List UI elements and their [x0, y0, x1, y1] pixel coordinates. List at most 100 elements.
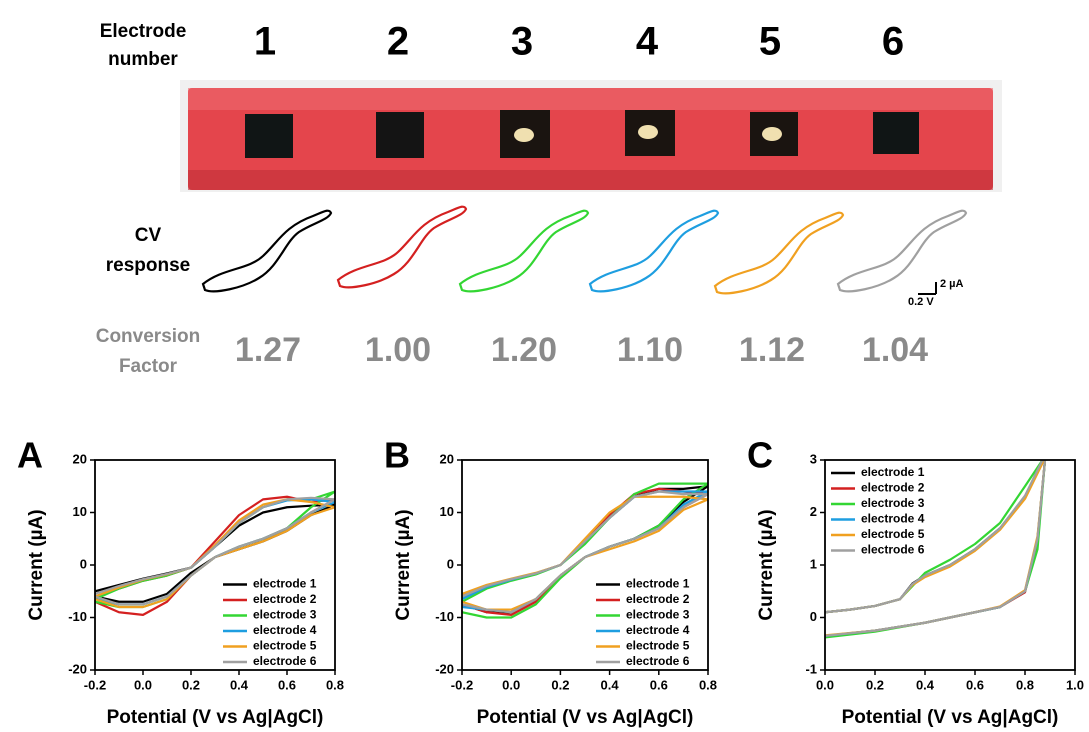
conversion-factor: 1.27: [235, 331, 301, 369]
cv-sketch: [336, 205, 468, 289]
scale-bar: [918, 282, 937, 295]
plot-frame: [461, 459, 709, 671]
y-tick-label: -20: [68, 661, 87, 676]
cv-sketch: [458, 209, 590, 293]
header-label: Electrode: [100, 21, 187, 42]
y-tick-label: 1: [810, 556, 817, 571]
y-axis-label: Current (µA): [756, 509, 777, 620]
y-tick-label: -20: [435, 661, 454, 676]
electrode-number: 4: [636, 20, 659, 64]
x-tick-label: 0.0: [502, 677, 520, 692]
y-tick-label: 3: [810, 451, 817, 466]
cv-label: response: [106, 255, 190, 276]
y-tick-label: 0: [810, 609, 817, 624]
x-tick-label: 0.2: [866, 677, 884, 692]
y-axis-label: Current (µA): [393, 509, 414, 620]
legend-label: electrode 4: [626, 623, 690, 637]
cv-sketch: [588, 209, 720, 293]
electrode-number: 1: [254, 20, 276, 64]
legend-label: electrode 2: [861, 481, 925, 495]
x-tick-label: 0.6: [650, 677, 668, 692]
conversion-label: Conversion: [96, 326, 201, 347]
electrode-number: 3: [511, 20, 533, 64]
y-tick-label: -10: [68, 609, 87, 624]
x-axis-label: Potential (V vs Ag|AgCl): [107, 707, 324, 728]
y-tick-label: 20: [73, 451, 87, 466]
x-tick-label: 0.8: [1016, 677, 1034, 692]
legend-label: electrode 4: [861, 512, 925, 526]
x-tick-label: 0.4: [230, 677, 249, 692]
plot-lines: [825, 460, 1047, 639]
header-label: number: [108, 49, 178, 70]
legend-label: electrode 2: [253, 592, 317, 606]
cv-sketch: [713, 211, 845, 295]
x-tick-label: -0.2: [84, 677, 106, 692]
legend-label: electrode 5: [253, 639, 317, 653]
legend-label: electrode 3: [861, 496, 925, 510]
legend-label: electrode 1: [626, 577, 690, 591]
scale-current: 2 µA: [940, 278, 964, 290]
x-tick-label: 1.0: [1066, 677, 1084, 692]
electrode-number: 5: [759, 20, 781, 64]
x-axis-label: Potential (V vs Ag|AgCl): [842, 707, 1059, 728]
electrode-number: 2: [387, 20, 409, 64]
x-tick-label: 0.4: [601, 677, 620, 692]
conversion-factor: 1.12: [739, 331, 805, 369]
cv-curve: [825, 460, 1047, 637]
plot-lines: [95, 490, 335, 616]
cv-sketch: [201, 209, 333, 293]
conversion-factor: 1.00: [365, 331, 431, 369]
y-tick-label: 2: [810, 504, 817, 519]
x-axis-label: Potential (V vs Ag|AgCl): [477, 707, 694, 728]
legend-label: electrode 6: [861, 543, 925, 557]
legend-label: electrode 3: [253, 608, 317, 622]
x-tick-label: 0.8: [326, 677, 344, 692]
plot-lines: [462, 482, 708, 619]
legend-label: electrode 6: [253, 654, 317, 668]
plot-frame: [94, 459, 336, 671]
y-tick-label: 0: [80, 556, 87, 571]
x-tick-label: 0.2: [182, 677, 200, 692]
legend-label: electrode 1: [861, 465, 925, 479]
legend-label: electrode 3: [626, 608, 690, 622]
y-tick-label: -1: [805, 661, 817, 676]
x-tick-label: -0.2: [451, 677, 473, 692]
x-tick-label: 0.4: [916, 677, 935, 692]
conversion-label: Factor: [119, 356, 178, 377]
electrode-number: 6: [882, 20, 904, 64]
y-axis-label: Current (µA): [26, 509, 47, 620]
y-tick-label: -10: [435, 609, 454, 624]
conversion-factor: 1.20: [491, 331, 557, 369]
cv-curve: [462, 490, 708, 614]
x-tick-label: 0.0: [816, 677, 834, 692]
x-tick-label: 0.0: [134, 677, 152, 692]
panel-letter: B: [384, 435, 410, 476]
x-tick-label: 0.6: [278, 677, 296, 692]
legend-label: electrode 4: [253, 623, 317, 637]
electrode-photo: [180, 80, 1002, 192]
cv-curve: [95, 496, 335, 606]
conversion-factor: 1.04: [862, 331, 928, 369]
y-tick-label: 10: [73, 504, 87, 519]
panel-letter: C: [747, 435, 773, 476]
plot-frame: [824, 459, 1076, 671]
legend-label: electrode 6: [626, 654, 690, 668]
panel-letter: A: [17, 435, 43, 476]
y-tick-label: 20: [440, 451, 454, 466]
scale-potential: 0.2 V: [908, 296, 934, 308]
legend-label: electrode 5: [626, 639, 690, 653]
x-tick-label: 0.8: [699, 677, 717, 692]
y-tick-label: 10: [440, 504, 454, 519]
legend-label: electrode 5: [861, 527, 925, 541]
cv-curve: [825, 460, 1047, 638]
legend-label: electrode 2: [626, 592, 690, 606]
legend-label: electrode 1: [253, 577, 317, 591]
conversion-factor: 1.10: [617, 331, 683, 369]
cv-label: CV: [135, 225, 162, 246]
cv-curve: [825, 460, 1047, 639]
cv-curve: [95, 498, 335, 609]
x-tick-label: 0.6: [966, 677, 984, 692]
y-tick-label: 0: [447, 556, 454, 571]
x-tick-label: 0.2: [551, 677, 569, 692]
